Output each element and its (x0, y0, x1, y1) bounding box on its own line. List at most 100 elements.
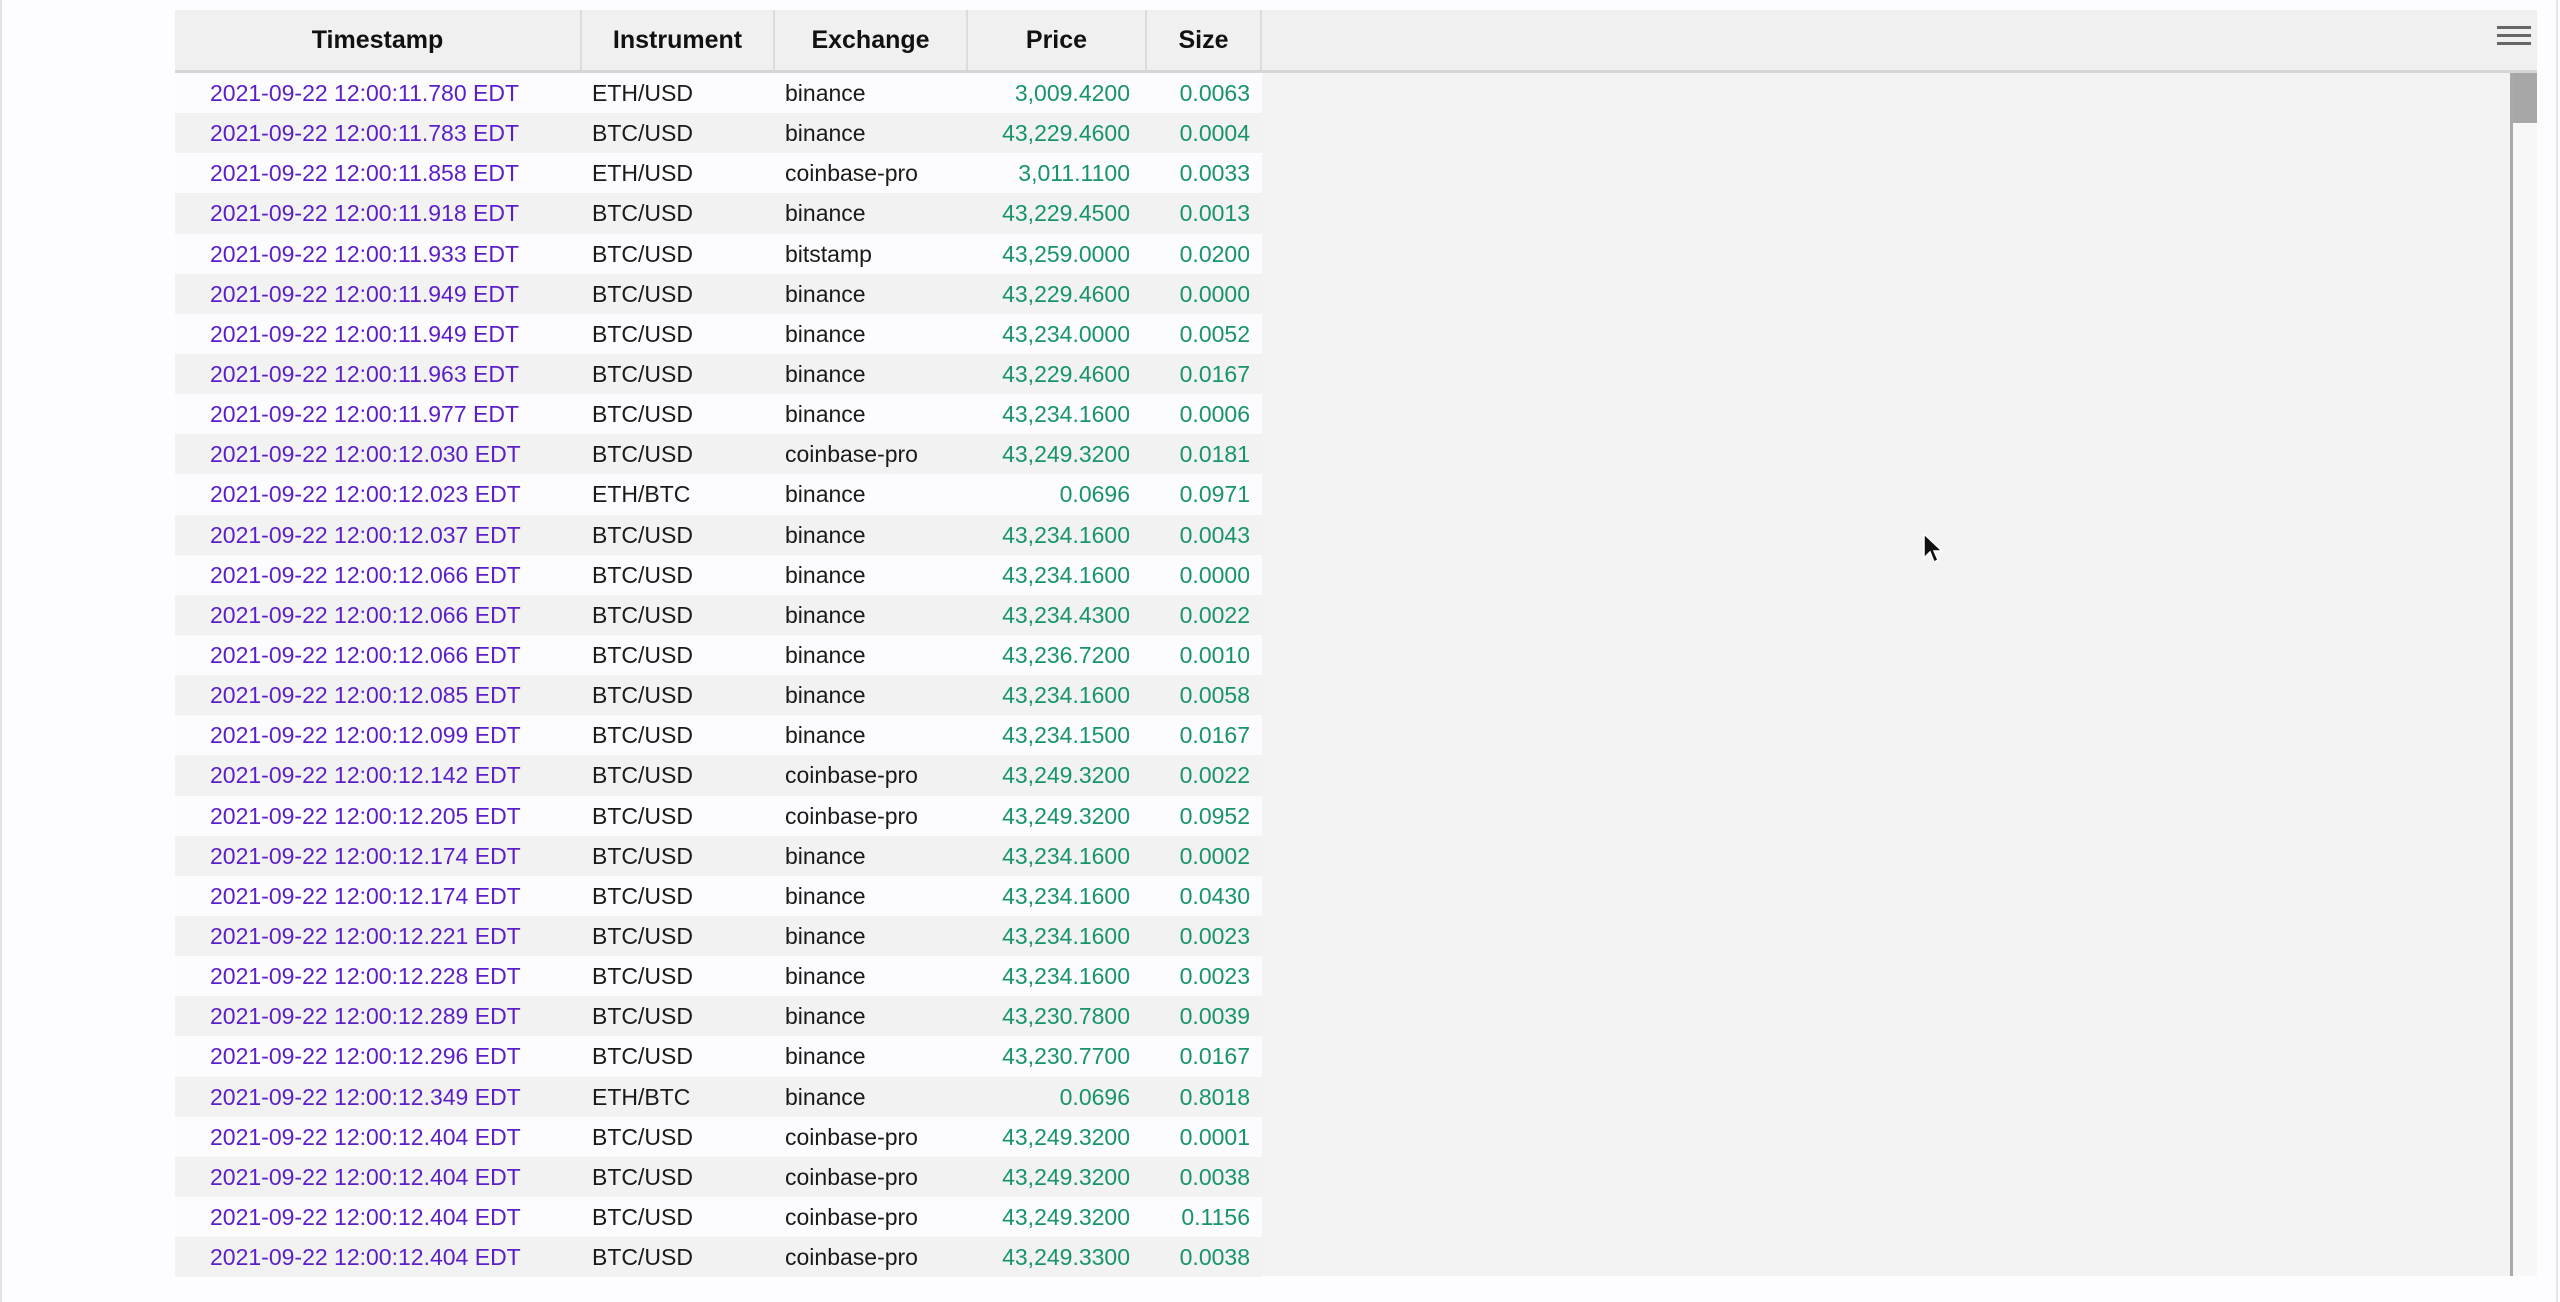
cell-exchange: binance (785, 521, 866, 548)
cell-exchange: binance (785, 722, 866, 749)
cell-instrument: ETH/BTC (592, 481, 691, 508)
cell-instrument: BTC/USD (592, 1244, 693, 1271)
cell-instrument: BTC/USD (592, 1203, 693, 1230)
cell-instrument: BTC/USD (592, 1163, 693, 1190)
table-row[interactable]: 2021-09-22 12:00:12.221 EDT BTC/USD binanc… (175, 915, 1262, 957)
table-row[interactable]: 2021-09-22 12:00:12.404 EDT BTC/USD coinba… (175, 1156, 1262, 1197)
cell-exchange: coinbase-pro (785, 1163, 918, 1190)
column-header-timestamp[interactable]: Timestamp (175, 10, 582, 70)
table-row[interactable]: 2021-09-22 12:00:11.933 EDT BTC/USD bitsta… (175, 233, 1262, 274)
cell-exchange: binance (785, 200, 866, 227)
table-row[interactable]: 2021-09-22 12:00:12.066 EDT BTC/USD binanc… (175, 554, 1262, 595)
cell-timestamp: 2021-09-22 12:00:12.066 EDT (210, 641, 521, 668)
table-row[interactable]: 2021-09-22 12:00:12.404 EDT BTC/USD coinba… (175, 1116, 1262, 1157)
cell-size: 0.0023 (1179, 963, 1250, 990)
table-row[interactable]: 2021-09-22 12:00:12.205 EDT BTC/USD coinba… (175, 795, 1262, 836)
table-row[interactable]: 2021-09-22 12:00:11.780 EDT ETH/USD binanc… (175, 73, 1262, 114)
cell-size: 0.0010 (1179, 641, 1250, 668)
cell-timestamp: 2021-09-22 12:00:11.933 EDT (210, 240, 520, 267)
table-row[interactable]: 2021-09-22 12:00:12.142 EDT BTC/USD coinba… (175, 755, 1262, 796)
table-row[interactable]: 2021-09-22 12:00:11.858 EDT ETH/USD coinba… (175, 153, 1262, 194)
table-row[interactable]: 2021-09-22 12:00:11.783 EDT BTC/USD binanc… (175, 113, 1262, 154)
table-row[interactable]: 2021-09-22 12:00:12.174 EDT BTC/USD binanc… (175, 875, 1262, 916)
cell-price: 43,234.1600 (1002, 882, 1130, 909)
table-row[interactable]: 2021-09-22 12:00:12.228 EDT BTC/USD binanc… (175, 956, 1262, 997)
cell-exchange: binance (785, 601, 866, 628)
cell-timestamp: 2021-09-22 12:00:12.066 EDT (210, 561, 521, 588)
cell-exchange: binance (785, 641, 866, 668)
cell-size: 0.0052 (1179, 320, 1250, 347)
table-row[interactable]: 2021-09-22 12:00:12.404 EDT BTC/USD coinba… (175, 1196, 1262, 1238)
cell-price: 0.0696 (1059, 1083, 1130, 1110)
table-row[interactable]: 2021-09-22 12:00:11.977 EDT BTC/USD binanc… (175, 394, 1262, 435)
cell-instrument: BTC/USD (592, 601, 693, 628)
cell-size: 0.0971 (1179, 481, 1250, 508)
cell-exchange: binance (785, 320, 866, 347)
cell-exchange: binance (785, 682, 866, 709)
cell-timestamp: 2021-09-22 12:00:12.404 EDT (210, 1163, 521, 1190)
table-row[interactable]: 2021-09-22 12:00:12.066 EDT BTC/USD binanc… (175, 634, 1262, 676)
cell-timestamp: 2021-09-22 12:00:12.174 EDT (210, 842, 521, 869)
cell-instrument: BTC/USD (592, 521, 693, 548)
cell-timestamp: 2021-09-22 12:00:12.296 EDT (210, 1043, 521, 1070)
cell-price: 43,249.3200 (1002, 1123, 1130, 1150)
table-row[interactable]: 2021-09-22 12:00:12.037 EDT BTC/USD binanc… (175, 514, 1262, 555)
cell-exchange: binance (785, 1083, 866, 1110)
cell-price: 43,249.3200 (1002, 1203, 1130, 1230)
cell-exchange: coinbase-pro (785, 762, 918, 789)
mouse-pointer-icon (1923, 532, 1944, 564)
table-row[interactable]: 2021-09-22 12:00:11.963 EDT BTC/USD binanc… (175, 353, 1262, 395)
column-header-instrument[interactable]: Instrument (582, 10, 775, 70)
cell-timestamp: 2021-09-22 12:00:12.221 EDT (210, 922, 521, 949)
cell-instrument: BTC/USD (592, 280, 693, 307)
cell-size: 0.0167 (1179, 722, 1250, 749)
table-row[interactable]: 2021-09-22 12:00:12.085 EDT BTC/USD binanc… (175, 675, 1262, 716)
table-row[interactable]: 2021-09-22 12:00:12.296 EDT BTC/USD binanc… (175, 1036, 1262, 1077)
column-header-size[interactable]: Size (1147, 10, 1262, 70)
cell-price: 43,234.1500 (1002, 722, 1130, 749)
table-row[interactable]: 2021-09-22 12:00:12.349 EDT ETH/BTC binanc… (175, 1076, 1262, 1117)
cell-instrument: BTC/USD (592, 1123, 693, 1150)
cell-exchange: binance (785, 922, 866, 949)
cell-size: 0.0167 (1179, 360, 1250, 387)
cell-instrument: BTC/USD (592, 1043, 693, 1070)
scrollbar-thumb[interactable] (2513, 73, 2537, 123)
cell-price: 43,229.4600 (1002, 360, 1130, 387)
cell-size: 0.0039 (1179, 1003, 1250, 1030)
hamburger-menu-icon[interactable] (2497, 26, 2531, 48)
cell-price: 43,229.4500 (1002, 200, 1130, 227)
cell-size: 0.0038 (1179, 1244, 1250, 1271)
grid-body: 2021-09-22 12:00:11.780 EDT ETH/USD binanc… (175, 73, 1262, 1278)
cell-exchange: binance (785, 360, 866, 387)
table-row[interactable]: 2021-09-22 12:00:12.174 EDT BTC/USD binanc… (175, 835, 1262, 876)
cell-price: 0.0696 (1059, 481, 1130, 508)
table-row[interactable]: 2021-09-22 12:00:12.023 EDT ETH/BTC binanc… (175, 474, 1262, 515)
table-row[interactable]: 2021-09-22 12:00:11.918 EDT BTC/USD binanc… (175, 193, 1262, 234)
cell-size: 0.0043 (1179, 521, 1250, 548)
cell-price: 43,229.4600 (1002, 280, 1130, 307)
table-row[interactable]: 2021-09-22 12:00:12.066 EDT BTC/USD binanc… (175, 594, 1262, 635)
cell-instrument: BTC/USD (592, 882, 693, 909)
cell-timestamp: 2021-09-22 12:00:11.949 EDT (210, 280, 520, 307)
table-row[interactable]: 2021-09-22 12:00:12.289 EDT BTC/USD binanc… (175, 996, 1262, 1037)
table-row[interactable]: 2021-09-22 12:00:11.949 EDT BTC/USD binanc… (175, 273, 1262, 314)
cell-price: 43,234.1600 (1002, 963, 1130, 990)
cell-exchange: coinbase-pro (785, 160, 918, 187)
cell-timestamp: 2021-09-22 12:00:11.949 EDT (210, 320, 520, 347)
cell-size: 0.0167 (1179, 1043, 1250, 1070)
cell-exchange: binance (785, 882, 866, 909)
table-row[interactable]: 2021-09-22 12:00:11.949 EDT BTC/USD binanc… (175, 313, 1262, 354)
table-row[interactable]: 2021-09-22 12:00:12.030 EDT BTC/USD coinba… (175, 434, 1262, 475)
cell-instrument: BTC/USD (592, 441, 693, 468)
table-row[interactable]: 2021-09-22 12:00:12.404 EDT BTC/USD coinba… (175, 1237, 1262, 1278)
vertical-scrollbar[interactable] (2510, 73, 2537, 1276)
cell-timestamp: 2021-09-22 12:00:12.404 EDT (210, 1203, 521, 1230)
cell-timestamp: 2021-09-22 12:00:11.963 EDT (210, 360, 520, 387)
cell-timestamp: 2021-09-22 12:00:12.085 EDT (210, 682, 521, 709)
column-header-exchange[interactable]: Exchange (775, 10, 968, 70)
cell-size: 0.0038 (1179, 1163, 1250, 1190)
column-header-price[interactable]: Price (968, 10, 1147, 70)
cell-exchange: binance (785, 561, 866, 588)
table-row[interactable]: 2021-09-22 12:00:12.099 EDT BTC/USD binanc… (175, 715, 1262, 756)
cell-price: 43,249.3200 (1002, 441, 1130, 468)
